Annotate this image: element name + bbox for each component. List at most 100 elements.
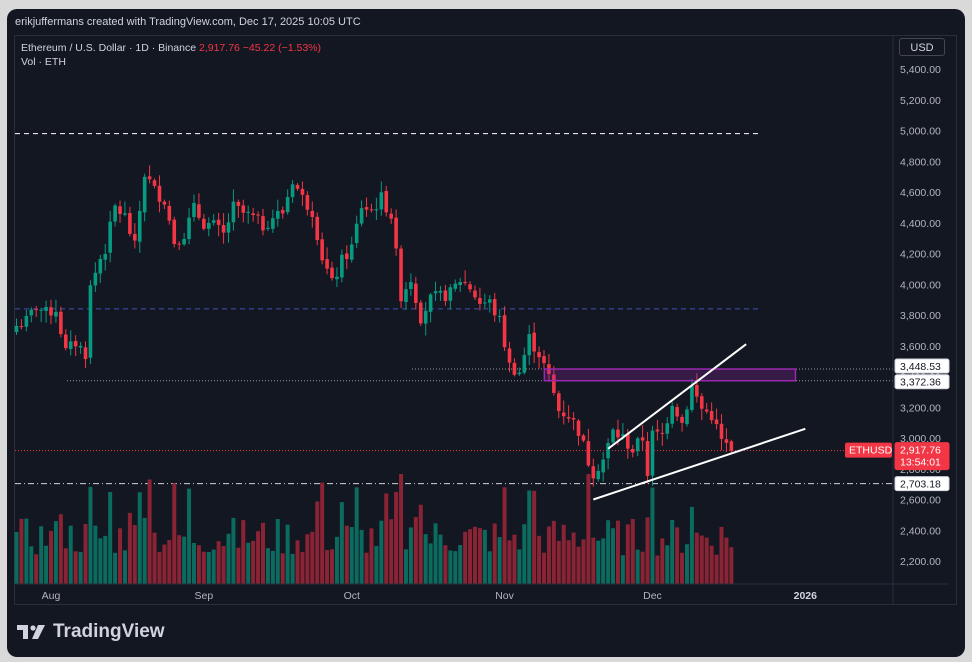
volume-bar [344, 525, 349, 584]
candle-body [261, 216, 265, 231]
candle-body [532, 332, 536, 352]
candle-body [552, 374, 556, 393]
volume-bar [542, 552, 547, 584]
volume-bar [187, 488, 192, 584]
candle-body [113, 205, 117, 222]
volume-bar [581, 539, 586, 584]
volume-bar [729, 547, 734, 584]
candle-body [98, 258, 103, 274]
candle-body [704, 409, 709, 412]
candle-body [197, 204, 201, 218]
volume-bar [428, 543, 433, 584]
volume-bar [630, 518, 635, 584]
volume-bar [88, 486, 93, 584]
zone-bottom-price: 3,372.36 [900, 377, 941, 389]
candle-body [64, 334, 68, 349]
volume-bar [226, 533, 231, 584]
candle-body [665, 423, 670, 434]
volume-bar [472, 526, 477, 584]
candle-body [423, 310, 428, 324]
candle-body [389, 213, 393, 219]
volume-bar [359, 529, 364, 584]
candle-body [448, 287, 453, 301]
volume-bar [389, 519, 394, 584]
volume-bar [68, 525, 73, 584]
volume-bar [44, 545, 49, 584]
volume-bar [576, 546, 581, 584]
candle-body [137, 210, 142, 242]
volume-bar [132, 525, 137, 584]
candle-body [463, 281, 467, 284]
y-tick-label: 5,400.00 [900, 64, 941, 76]
candle-body [44, 306, 48, 311]
last-price: 2,917.76 [199, 42, 240, 54]
currency-button[interactable]: USD [899, 38, 945, 56]
volume-bar [325, 550, 330, 584]
volume-bar [443, 545, 448, 584]
candle-body [443, 290, 448, 302]
x-tick-label: Dec [643, 590, 662, 602]
trendline [607, 343, 747, 450]
candle-body [340, 254, 344, 278]
volume-bar [507, 540, 512, 584]
candle-body [49, 307, 53, 316]
candle-body [379, 192, 384, 210]
volume-bar [177, 535, 182, 584]
candle-body [275, 210, 280, 219]
candle-body [399, 248, 403, 302]
candle-body [221, 225, 226, 233]
volume-bar [236, 547, 241, 584]
candle-body [359, 208, 364, 224]
y-tick-label: 4,800.00 [900, 156, 941, 168]
candle-body [182, 238, 186, 245]
volume-bar [714, 554, 719, 584]
candle-body [236, 201, 241, 206]
candle-body [128, 213, 132, 234]
candle-body [216, 219, 221, 225]
candle-body [266, 227, 270, 229]
candle-body [517, 372, 522, 375]
volume-bar [379, 520, 384, 584]
candle-body [162, 201, 167, 205]
candle-body [453, 283, 458, 289]
volume-bar [403, 549, 408, 584]
volume-bar [689, 506, 694, 584]
volume-bar [206, 551, 211, 584]
price-change: −45.22 (−1.53%) [242, 42, 322, 54]
volume-bar [265, 548, 270, 584]
volume-bar [98, 538, 103, 584]
volume-bar [438, 534, 443, 584]
candle-body [606, 443, 610, 459]
symbol-header: Ethereum / U.S. Dollar · 1D · Binance 2,… [21, 42, 321, 54]
y-tick-label: 3,800.00 [900, 310, 941, 322]
candle-body [202, 218, 206, 229]
volume-bar [606, 520, 611, 584]
y-tick-label: 4,400.00 [900, 218, 941, 230]
resistance-zone [543, 368, 797, 382]
volume-bar [640, 551, 645, 584]
volume-bar [354, 487, 359, 584]
x-tick-label: 2026 [794, 590, 818, 602]
price-chart[interactable]: 5,400.00 5,200.00 5,000.00 4,800.00 4,600.00… [7, 9, 965, 657]
volume-bar [29, 546, 34, 584]
volume-bar [280, 553, 285, 584]
candle-body [709, 411, 714, 421]
volume-bar [231, 517, 236, 584]
volume-bar [468, 529, 473, 584]
volume-bar [502, 487, 507, 584]
volume-bar [448, 550, 453, 584]
volume-bar [670, 519, 675, 584]
chart-area[interactable] [14, 35, 957, 605]
volume-bar [320, 482, 325, 584]
candle-body [522, 355, 527, 373]
candle-body [34, 309, 39, 311]
candle-body [335, 276, 339, 280]
volume-bar [532, 490, 537, 584]
volume-bar [73, 551, 78, 584]
volume-bar [492, 523, 497, 584]
zone-top-price: 3,448.53 [900, 361, 941, 373]
volume-bar [650, 487, 655, 584]
candle-body [39, 309, 43, 311]
candle-body [586, 441, 591, 466]
candle-body [502, 315, 507, 348]
